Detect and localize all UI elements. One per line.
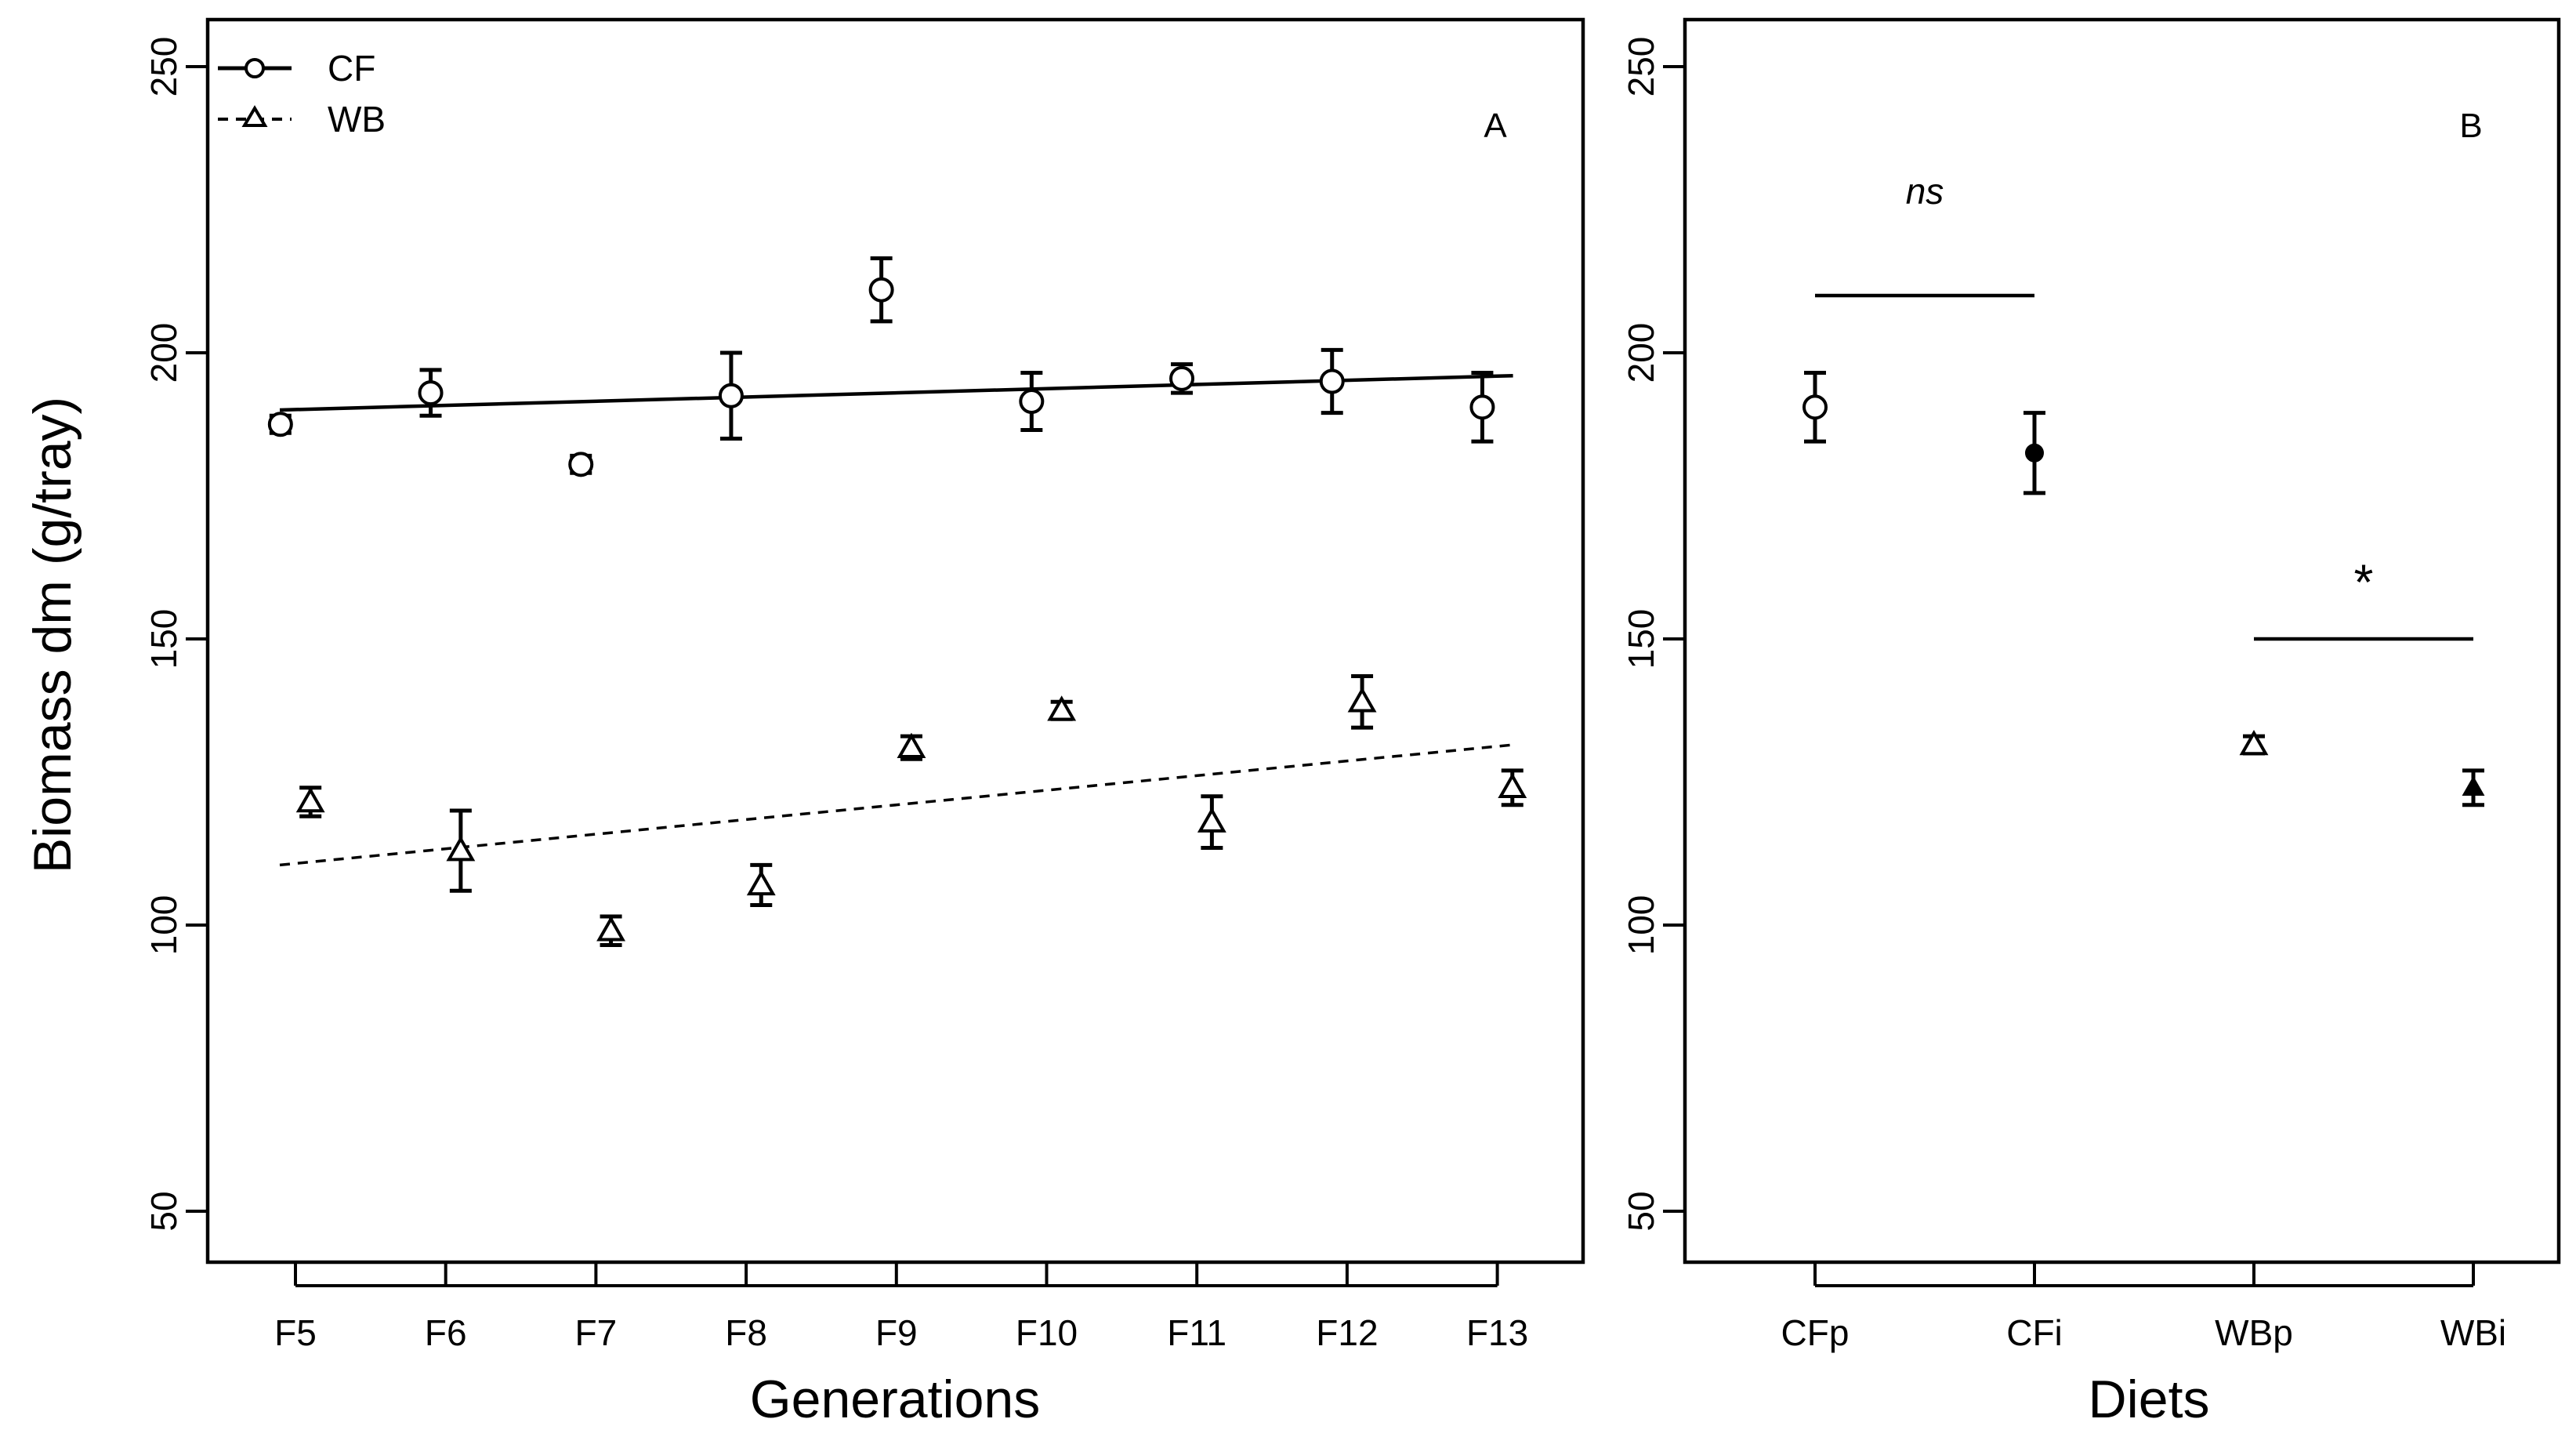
data-point-cf (718, 383, 744, 408)
data-point-cf (1019, 389, 1045, 415)
y-tick-label: 100 (143, 895, 184, 956)
data-point-cfp (1802, 394, 1828, 420)
data-point-cf (568, 452, 594, 477)
y-axis: 50 100 150 200 250 (143, 37, 209, 1232)
x-tick-label: WBi (2440, 1312, 2506, 1353)
legend-label-wb: WB (328, 99, 386, 140)
plot-frame (1683, 17, 2561, 1265)
x-tick-label: F8 (725, 1312, 767, 1353)
data-point-wb (596, 916, 626, 942)
data-point-wb (446, 836, 476, 862)
data-point-cf (267, 412, 293, 437)
x-axis: CFp CFi WBp WBi (1781, 1264, 2506, 1353)
x-tick-label: F6 (425, 1312, 467, 1353)
significance-bars: ns * (1815, 171, 2473, 641)
significance-label: * (2354, 554, 2374, 611)
x-tick-label: CFp (1781, 1312, 1850, 1353)
legend-marker-wb (241, 105, 268, 127)
x-tick-label: WBp (2215, 1312, 2293, 1353)
data-points (267, 256, 1527, 948)
data-point-cf (868, 277, 894, 303)
y-tick-label: 250 (143, 37, 184, 97)
data-point-wbp (2239, 730, 2269, 756)
legend-marker-cf (245, 58, 265, 78)
significance-label: ns (1906, 171, 1944, 212)
y-axis-label: Biomass dm (g/tray) (23, 397, 82, 873)
data-point-cf (418, 380, 444, 406)
data-point-cfi (2025, 443, 2044, 463)
y-tick-label: 200 (143, 323, 184, 383)
y-tick-label: 50 (1621, 1191, 1661, 1231)
x-tick-label: F9 (875, 1312, 918, 1353)
data-point-wbi (2462, 775, 2485, 797)
x-tick-label: F13 (1466, 1312, 1528, 1353)
data-point-cf (1319, 368, 1345, 394)
x-tick-label: F10 (1016, 1312, 1078, 1353)
legend: CF WB (218, 48, 386, 140)
y-tick-label: 100 (1621, 895, 1661, 956)
data-points (1802, 371, 2485, 807)
panel-label: A (1484, 107, 1507, 145)
x-tick-label: CFi (2006, 1312, 2063, 1353)
trend-lines (279, 373, 1513, 867)
legend-label-cf: CF (328, 48, 375, 89)
panel-label: B (2459, 107, 2482, 145)
y-axis: 50 100 150 200 250 (1621, 37, 1687, 1232)
data-point-cf (1469, 394, 1495, 420)
trend-line-wb (279, 743, 1513, 867)
x-tick-label: F5 (274, 1312, 317, 1353)
y-tick-label: 150 (1621, 609, 1661, 670)
x-tick-label: F11 (1167, 1312, 1226, 1353)
data-point-wb (295, 787, 325, 813)
trend-line-cf (279, 373, 1513, 412)
x-axis-label: Generations (750, 1370, 1040, 1429)
panel-b: 50 100 150 200 250 CFp CFi WBp WBi ns * B Diets (1621, 17, 2561, 1429)
x-axis-label: Diets (2089, 1370, 2210, 1429)
x-axis: F5 F6 F7 F8 F9 F10 F11 F12 F13 (274, 1264, 1528, 1353)
x-tick-label: F12 (1316, 1312, 1378, 1353)
data-point-wb (897, 732, 926, 758)
plot-frame (205, 17, 1585, 1265)
data-point-wb (1047, 695, 1077, 721)
y-tick-label: 200 (1621, 323, 1661, 383)
data-point-cf (1169, 365, 1195, 391)
data-point-wb (1197, 807, 1226, 833)
x-tick-label: F7 (575, 1312, 618, 1353)
data-point-wb (746, 869, 776, 896)
y-tick-label: 250 (1621, 37, 1661, 97)
y-tick-label: 50 (143, 1191, 184, 1231)
data-point-wb (1347, 687, 1377, 713)
data-point-wb (1498, 772, 1527, 799)
y-tick-label: 150 (143, 609, 184, 670)
